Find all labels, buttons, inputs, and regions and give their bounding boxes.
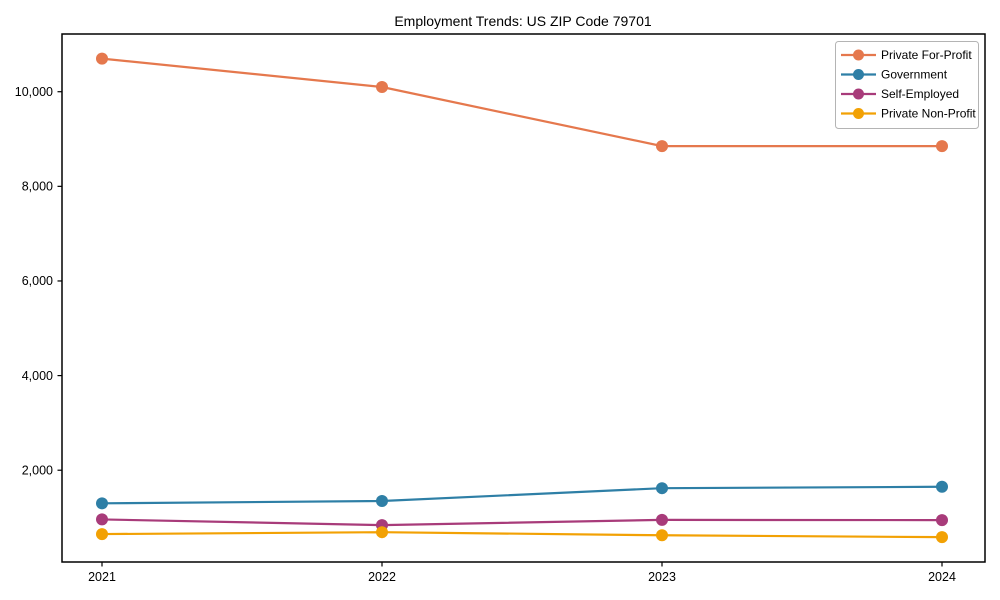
series-line-self-employed: [101, 518, 943, 527]
y-tick-label: 6,000: [22, 274, 53, 288]
legend-label: Government: [881, 68, 948, 82]
x-tick-label: 2023: [648, 570, 676, 584]
data-point-private-for-profit: [96, 52, 108, 65]
plot-border: [61, 33, 986, 563]
legend-label: Private For-Profit: [881, 48, 972, 62]
legend-label: Self-Employed: [881, 87, 959, 101]
x-tick-label: 2021: [88, 570, 116, 584]
y-tick-label: 10,000: [15, 85, 53, 99]
legend: Private For-Profit Government Self-Employe…: [835, 41, 979, 129]
data-point-private-non-profit: [656, 529, 668, 542]
series-line-private-for-profit: [101, 57, 942, 148]
data-point-government: [376, 494, 388, 507]
series-line-private-non-profit: [101, 531, 943, 539]
legend-item-self-employed: Self-Employed: [841, 87, 959, 101]
data-point-private-non-profit: [96, 528, 108, 541]
series-line-government: [101, 485, 943, 505]
legend-item-government: Government: [841, 68, 948, 82]
data-point-self-employed: [656, 513, 668, 526]
legend-marker: [853, 49, 864, 61]
data-point-private-non-profit: [936, 531, 948, 544]
legend-marker: [853, 88, 864, 100]
x-tick-label: 2022: [368, 570, 396, 584]
data-point-private-for-profit: [936, 140, 948, 153]
legend-box: [835, 41, 979, 129]
legend-marker: [853, 69, 864, 80]
data-point-self-employed: [96, 513, 108, 526]
y-tick-label: 2,000: [22, 463, 53, 477]
data-point-private-for-profit: [376, 80, 388, 93]
data-point-government: [656, 482, 668, 495]
legend-label: Private Non-Profit: [881, 107, 976, 121]
chart-title: Employment Trends: US ZIP Code 79701: [394, 13, 652, 29]
x-tick-label: 2024: [928, 570, 956, 584]
data-point-government: [96, 497, 108, 510]
y-tick-label: 8,000: [22, 180, 53, 194]
data-point-private-non-profit: [376, 526, 388, 539]
data-point-government: [936, 480, 948, 493]
legend-item-private-non-profit: Private Non-Profit: [841, 107, 976, 121]
data-point-self-employed: [936, 514, 948, 527]
legend-marker: [853, 108, 864, 119]
y-tick-label: 4,000: [22, 369, 53, 383]
data-point-private-for-profit: [656, 140, 668, 153]
plot-area: 2,000 4,000 6,000 8,000 10,000 2021 2022 2023 20…: [15, 33, 986, 584]
legend-item-private-for-profit: Private For-Profit: [841, 48, 972, 62]
